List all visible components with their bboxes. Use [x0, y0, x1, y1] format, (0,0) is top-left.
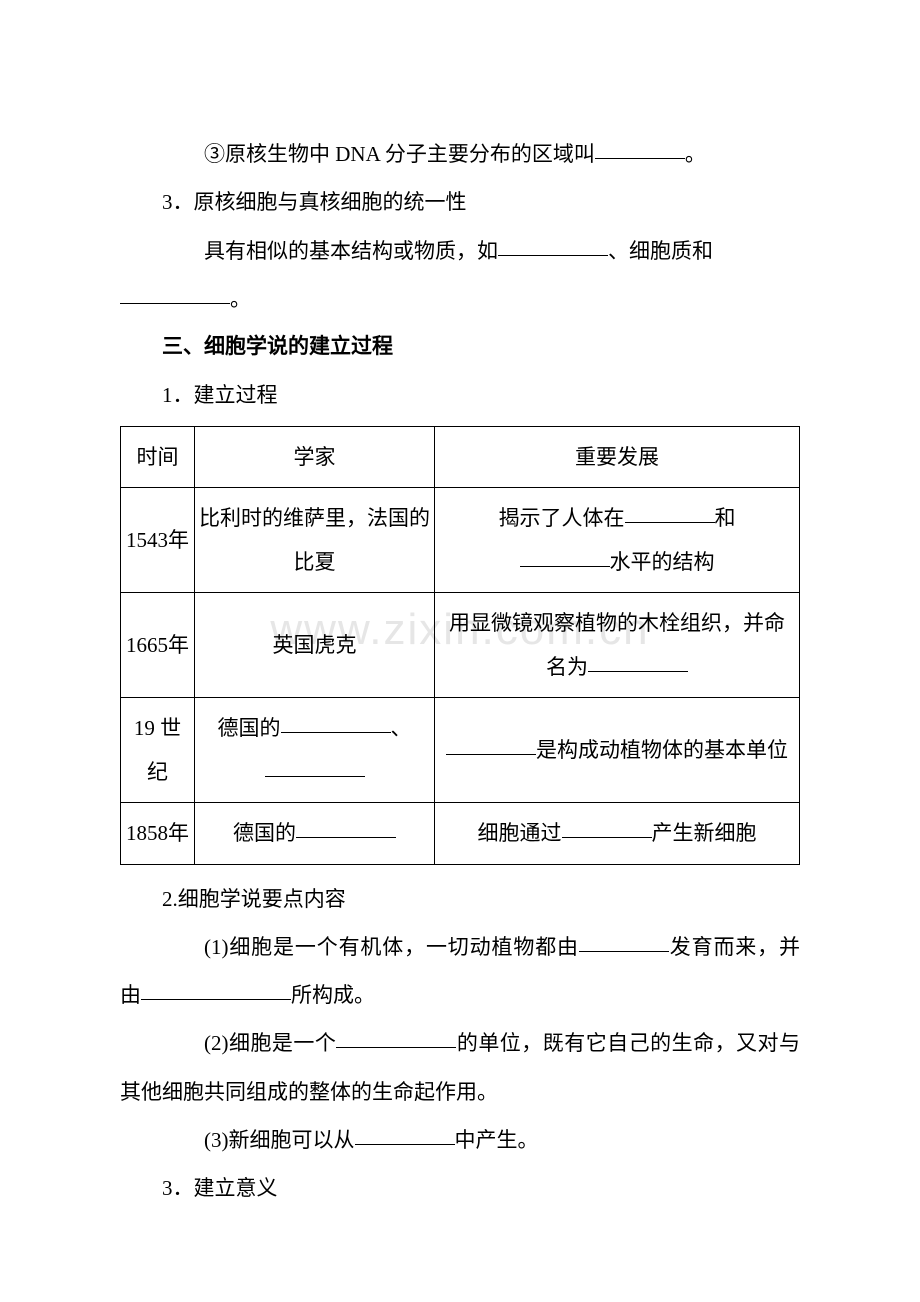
cell-year: 19 世纪	[121, 698, 195, 803]
para-unity-title: 3．原核细胞与真核细胞的统一性	[120, 178, 800, 226]
para-theory-points: 2.细胞学说要点内容	[120, 875, 800, 923]
th-time: 时间	[121, 426, 195, 487]
table-row: 1665年 英国虎克 用显微镜观察植物的木栓组织，并命名为	[121, 593, 800, 698]
cell-year: 1858年	[121, 803, 195, 864]
blank	[520, 546, 610, 567]
blank	[355, 1124, 455, 1145]
cell-development: 是构成动植物体的基本单位	[435, 698, 800, 803]
blank	[562, 817, 652, 838]
cell-scientist: 德国的 、	[195, 698, 435, 803]
document-content: ③原核生物中 DNA 分子主要分布的区域叫。 3．原核细胞与真核细胞的统一性 具…	[120, 130, 800, 1213]
blank	[296, 817, 396, 838]
para-build-process: 1．建立过程	[120, 371, 800, 419]
text: 德国的	[218, 716, 281, 740]
text: 是构成动植物体的基本单位	[536, 738, 788, 762]
blank	[446, 734, 536, 755]
blank	[336, 1027, 456, 1048]
text: 产生新细胞	[652, 821, 757, 845]
table-row: 时间 学家 重要发展	[121, 426, 800, 487]
blank	[579, 931, 669, 952]
text: 中产生。	[455, 1128, 539, 1152]
text: 细胞通过	[478, 821, 562, 845]
history-table: 时间 学家 重要发展 1543年 比利时的维萨里，法国的比夏 揭示了人体在 和水平…	[120, 426, 800, 865]
para-unity-body: 具有相似的基本结构或物质，如 、细胞质和 。	[120, 227, 800, 324]
blank	[120, 283, 230, 304]
text: (2)细胞是一个	[204, 1031, 336, 1055]
para-point-3: (3)新细胞可以从 中产生。	[120, 1116, 800, 1164]
text: 。	[685, 142, 706, 166]
text: 具有相似的基本结构或物质，如	[204, 239, 498, 263]
blank	[595, 138, 685, 159]
blank	[498, 235, 608, 256]
th-scientist: 学家	[195, 426, 435, 487]
text: (3)新细胞可以从	[204, 1128, 355, 1152]
text: 所构成。	[291, 983, 375, 1007]
cell-development: 揭示了人体在 和水平的结构	[435, 487, 800, 592]
text: (1)细胞是一个有机体，一切动植物都由	[204, 935, 579, 959]
para-point-2: (2)细胞是一个的单位，既有它自己的生命，又对与其他细胞共同组成的整体的生命起作…	[120, 1019, 800, 1116]
heading-3: 三、细胞学说的建立过程	[120, 323, 800, 371]
blank	[588, 651, 688, 672]
cell-scientist: 德国的	[195, 803, 435, 864]
para-dna-region: ③原核生物中 DNA 分子主要分布的区域叫 。	[120, 130, 800, 178]
table-row: 19 世纪 德国的 、 是构成动植物体的基本单位	[121, 698, 800, 803]
text: 、细胞质和	[608, 239, 713, 263]
para-significance: 3．建立意义	[120, 1164, 800, 1212]
table-row: 1858年 德国的 细胞通过 产生新细胞	[121, 803, 800, 864]
blank	[141, 979, 291, 1000]
cell-year: 1543年	[121, 487, 195, 592]
cell-scientist: 比利时的维萨里，法国的比夏	[195, 487, 435, 592]
text: 揭示了人体在	[499, 506, 625, 530]
text: 德国的	[233, 821, 296, 845]
text: 水平的结构	[610, 550, 715, 574]
text: 和	[715, 506, 736, 530]
cell-development: 用显微镜观察植物的木栓组织，并命名为	[435, 593, 800, 698]
th-development: 重要发展	[435, 426, 800, 487]
para-point-1: (1)细胞是一个有机体，一切动植物都由发育而来，并由所构成。	[120, 923, 800, 1020]
blank	[265, 756, 365, 777]
text: 。	[230, 287, 251, 311]
blank	[281, 712, 391, 733]
cell-development: 细胞通过 产生新细胞	[435, 803, 800, 864]
cell-scientist: 英国虎克	[195, 593, 435, 698]
table-row: 1543年 比利时的维萨里，法国的比夏 揭示了人体在 和水平的结构	[121, 487, 800, 592]
cell-year: 1665年	[121, 593, 195, 698]
text: ③原核生物中 DNA 分子主要分布的区域叫	[204, 142, 595, 166]
text: 、	[391, 716, 412, 740]
blank	[625, 502, 715, 523]
